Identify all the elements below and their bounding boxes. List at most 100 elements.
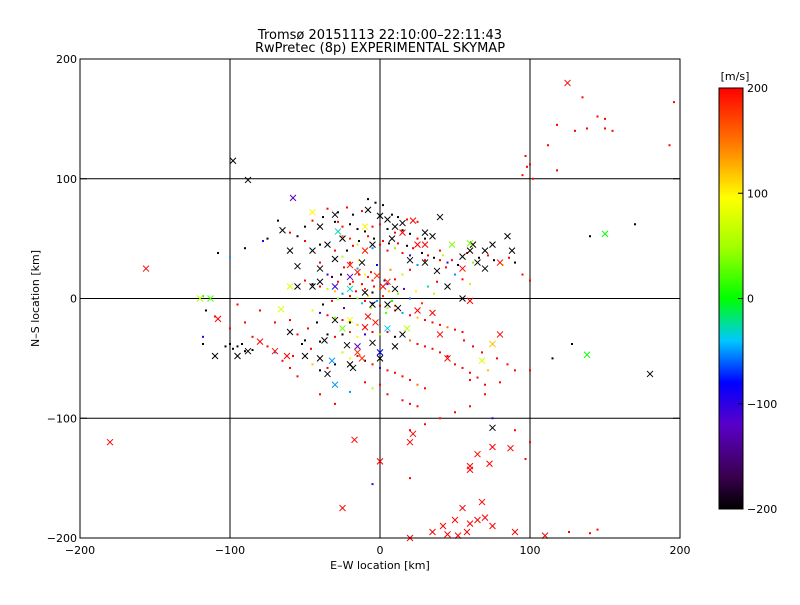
velocity-dot-marker xyxy=(341,235,344,238)
velocity-dot-marker xyxy=(424,259,426,262)
velocity-cross-marker xyxy=(244,347,252,355)
velocity-dot-marker xyxy=(416,343,419,346)
velocity-cross-marker xyxy=(358,259,366,266)
velocity-cross-marker xyxy=(388,235,396,242)
velocity-cross-marker xyxy=(409,430,417,438)
velocity-dot-marker xyxy=(382,295,384,298)
velocity-cross-marker xyxy=(429,528,436,536)
velocity-cross-marker xyxy=(346,285,354,293)
velocity-dot-marker xyxy=(581,96,584,99)
velocity-dot-marker xyxy=(224,345,227,348)
velocity-dot-marker xyxy=(337,280,339,283)
velocity-cross-marker xyxy=(271,347,279,355)
cross-stroke xyxy=(489,424,496,432)
colorbar-tick-label: 0 xyxy=(747,293,754,306)
velocity-cross-marker xyxy=(244,176,252,184)
velocity-cross-marker xyxy=(489,522,496,530)
velocity-dot-marker xyxy=(394,335,396,338)
velocity-dot-marker xyxy=(307,327,309,330)
velocity-cross-marker xyxy=(433,267,441,275)
velocity-dot-marker xyxy=(454,411,456,414)
velocity-dot-marker xyxy=(343,266,345,269)
velocity-cross-marker xyxy=(409,217,417,225)
velocity-cross-marker xyxy=(324,241,331,248)
velocity-dot-marker xyxy=(334,290,336,293)
cross-stroke xyxy=(369,339,376,347)
velocity-dot-marker xyxy=(409,232,411,235)
velocity-dot-marker xyxy=(424,345,426,348)
velocity-dot-marker xyxy=(349,357,351,360)
velocity-dot-marker xyxy=(346,206,348,209)
velocity-dot-marker xyxy=(446,326,449,329)
velocity-dot-marker xyxy=(379,333,381,336)
velocity-dot-marker xyxy=(521,174,524,177)
velocity-dot-marker xyxy=(352,213,354,216)
cross-stroke xyxy=(316,223,324,231)
velocity-dot-marker xyxy=(416,405,419,408)
cross-stroke xyxy=(354,343,361,350)
y-axis-label: N–S location [km] xyxy=(29,250,42,347)
cross-stroke xyxy=(384,301,391,308)
velocity-dot-marker xyxy=(341,225,344,228)
velocity-dot-marker xyxy=(304,339,306,342)
cross-stroke xyxy=(339,235,346,242)
velocity-dot-marker xyxy=(229,343,231,346)
velocity-dot-marker xyxy=(388,242,390,245)
velocity-cross-marker xyxy=(361,289,369,296)
cross-stroke xyxy=(211,352,219,360)
cross-stroke xyxy=(301,352,309,360)
cross-stroke xyxy=(436,331,444,338)
velocity-cross-marker xyxy=(361,223,369,231)
velocity-cross-marker xyxy=(279,226,286,234)
velocity-cross-marker xyxy=(444,355,451,362)
velocity-cross-marker xyxy=(391,223,399,231)
velocity-cross-marker xyxy=(343,341,351,349)
cross-stroke xyxy=(429,232,436,240)
velocity-dot-marker xyxy=(319,285,321,288)
colorbar-tick-label: −200 xyxy=(747,503,777,516)
velocity-dot-marker xyxy=(319,243,321,246)
cross-stroke xyxy=(478,357,486,365)
cross-stroke xyxy=(403,325,411,332)
x-tick-label: 100 xyxy=(520,544,541,557)
cross-stroke xyxy=(289,194,297,202)
velocity-dot-marker xyxy=(401,399,404,402)
velocity-dot-marker xyxy=(481,351,483,354)
velocity-dot-marker xyxy=(356,335,359,338)
velocity-dot-marker xyxy=(326,287,329,290)
velocity-cross-marker xyxy=(436,331,444,338)
velocity-dot-marker xyxy=(301,343,303,346)
velocity-dot-marker xyxy=(217,251,219,254)
velocity-cross-marker xyxy=(364,206,372,214)
velocity-cross-marker xyxy=(489,424,496,432)
velocity-cross-marker xyxy=(289,194,297,202)
velocity-cross-marker xyxy=(316,265,324,272)
velocity-cross-marker xyxy=(466,240,474,247)
cross-stroke xyxy=(474,259,481,266)
velocity-cross-marker xyxy=(489,443,496,451)
velocity-dot-marker xyxy=(379,383,381,386)
velocity-dot-marker xyxy=(397,242,399,245)
velocity-dot-marker xyxy=(232,347,234,350)
cross-stroke xyxy=(361,247,369,254)
cross-stroke xyxy=(369,241,376,248)
velocity-dot-marker xyxy=(394,231,396,234)
velocity-dot-marker xyxy=(319,393,321,396)
velocity-dot-marker xyxy=(476,376,479,379)
velocity-cross-marker xyxy=(421,229,429,236)
velocity-dot-marker xyxy=(346,249,348,252)
velocity-dot-marker xyxy=(356,354,359,357)
cross-stroke xyxy=(466,240,474,247)
velocity-cross-marker xyxy=(346,273,354,281)
cross-stroke xyxy=(376,458,384,465)
velocity-dot-marker xyxy=(371,363,374,366)
cross-stroke xyxy=(474,450,481,458)
cross-stroke xyxy=(361,223,369,231)
velocity-dot-marker xyxy=(394,247,396,250)
velocity-dot-marker xyxy=(352,280,354,283)
cross-stroke xyxy=(346,316,354,324)
velocity-dot-marker xyxy=(416,237,419,240)
velocity-cross-marker xyxy=(372,319,379,326)
velocity-cross-marker xyxy=(481,247,489,254)
